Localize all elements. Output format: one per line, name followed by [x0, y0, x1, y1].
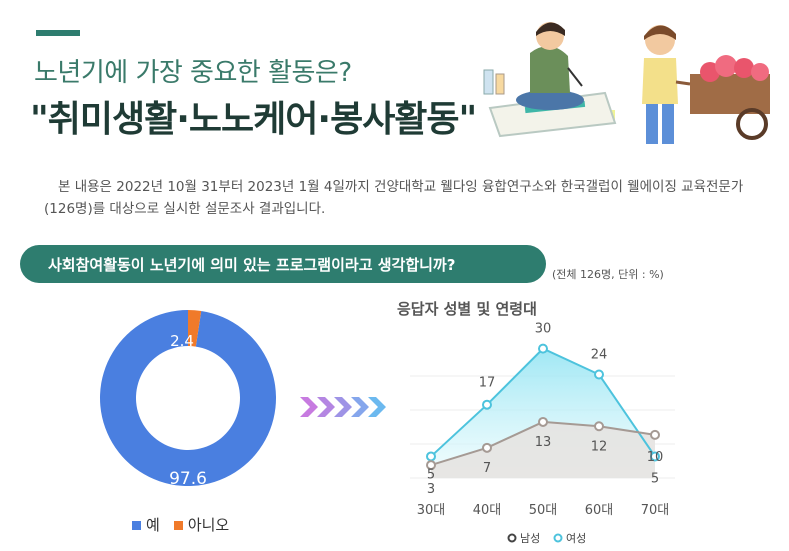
point-male [594, 421, 604, 432]
area-male [431, 421, 655, 478]
data-label-female: 5 [651, 471, 659, 486]
point-female [650, 451, 660, 462]
point-female [538, 343, 548, 354]
point-female [426, 451, 436, 462]
point-male [482, 442, 492, 453]
donut-chart: 97.6 2.4 [100, 310, 276, 488]
x-tick-label: 40대 [473, 503, 502, 518]
legend-swatch-yes [132, 521, 141, 530]
data-label-male: 7 [483, 461, 491, 476]
x-tick-label: 60대 [585, 503, 614, 518]
legend-swatch-no [173, 521, 183, 530]
unit-note: (전체 126명, 단위 : %) [552, 268, 664, 281]
x-tick-label: 30대 [417, 503, 446, 518]
data-label-female: 17 [479, 376, 496, 391]
accent-bar [36, 30, 80, 36]
data-label-female: 24 [591, 348, 608, 363]
data-label-male: 13 [535, 435, 552, 450]
point-female [482, 399, 492, 410]
legend-swatch-male [507, 533, 517, 543]
legend-label-female: 여성 [566, 532, 586, 545]
cart-vendor-illustration [642, 25, 770, 144]
pie-slice-no [188, 310, 202, 347]
data-label-male: 10 [647, 450, 664, 465]
point-male [538, 416, 548, 427]
point-male [426, 460, 436, 471]
legend-swatch-female [553, 533, 563, 543]
data-label-female: 5 [427, 467, 435, 482]
question-banner: 사회참여활동이 노년기에 의미 있는 프로그램이라고 생각합니까? [20, 245, 546, 283]
intro-text: 본 내용은 2022년 10월 31부터 2023년 1월 4일까지 건양대학교… [44, 179, 744, 217]
legend-label-no: 아니오 [187, 516, 230, 534]
line-chart-title: 응답자 성별 및 연령대 [397, 300, 537, 318]
question-text: 사회참여활동이 노년기에 의미 있는 프로그램이라고 생각합니까? [48, 255, 456, 274]
pie-slice-yes [100, 310, 276, 486]
pie-legend: 예 아니오 [132, 514, 229, 535]
legend-item-no: 아니오 [173, 514, 230, 535]
legend-label-male: 남성 [520, 532, 540, 545]
x-tick-label: 50대 [529, 503, 558, 518]
x-tick-label: 70대 [641, 503, 670, 518]
legend-label-yes: 예 [146, 516, 160, 534]
point-female [594, 369, 604, 380]
data-label-male: 12 [591, 439, 608, 454]
page-title: "취미생활·노노케어·봉사활동" [30, 99, 477, 140]
point-male [650, 429, 660, 440]
pie-label-yes: 97.6 [169, 469, 207, 488]
data-label-male: 3 [427, 482, 435, 497]
chevron-arrows-icon [300, 397, 386, 417]
pie-label-no: 2.4 [170, 332, 194, 350]
painter-illustration [483, 22, 617, 138]
page-subtitle: 노년기에 가장 중요한 활동은? [34, 58, 352, 88]
legend-item-yes: 예 [132, 514, 160, 535]
data-label-female: 30 [535, 322, 552, 337]
